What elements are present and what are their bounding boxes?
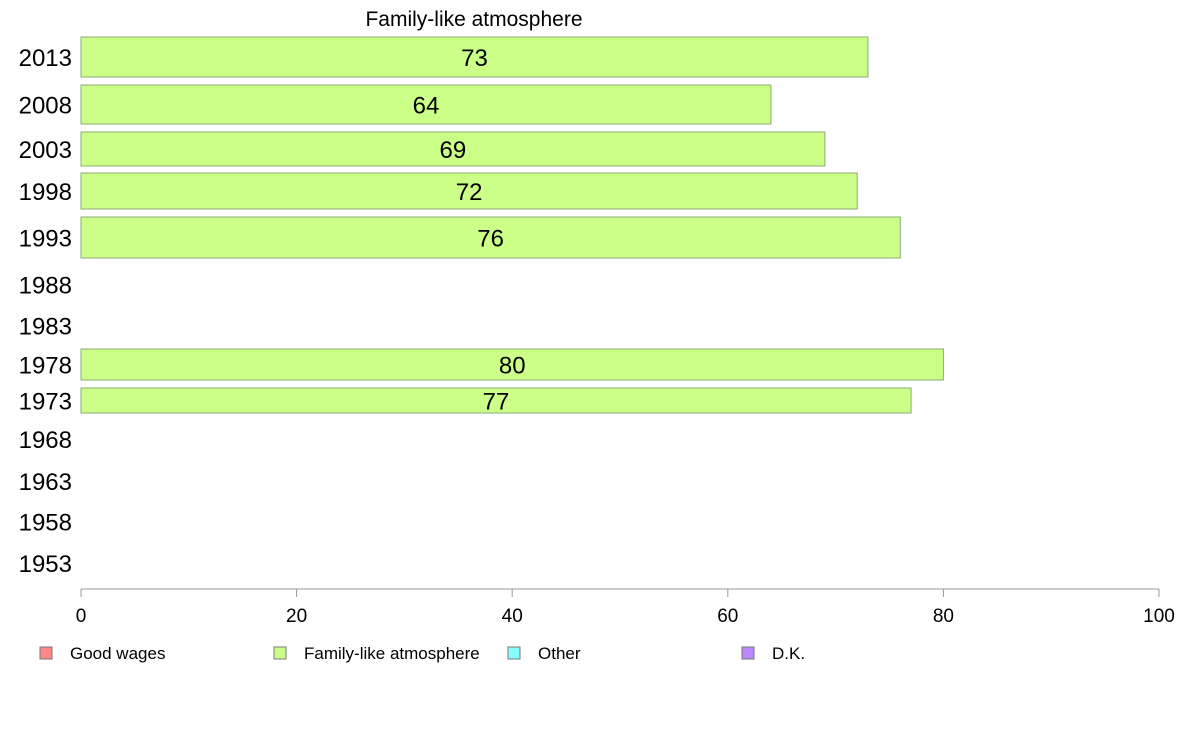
bar-value-label: 77 (483, 389, 510, 416)
y-tick-label: 1983 (19, 314, 72, 341)
x-tick-label: 60 (717, 606, 738, 627)
bar (80, 348, 944, 381)
legend-label: D.K. (772, 644, 805, 663)
x-tick-label: 40 (502, 606, 523, 627)
legend-swatch (39, 646, 53, 660)
bar-value-label: 72 (456, 179, 483, 206)
y-tick-label: 1968 (19, 427, 72, 454)
y-tick-label: 1958 (19, 510, 72, 537)
bar (80, 387, 912, 414)
y-tick-label: 1953 (19, 551, 72, 578)
y-tick-label: 1978 (19, 353, 72, 380)
bar (80, 172, 858, 210)
legend-label: Other (538, 644, 581, 663)
bar (80, 216, 901, 259)
bar (80, 84, 772, 125)
y-tick-label: 1963 (19, 469, 72, 496)
chart-title: Family-like atmosphere (365, 8, 582, 31)
legend-label: Family-like atmosphere (304, 644, 480, 663)
legend-label: Good wages (70, 644, 165, 663)
bar-value-label: 76 (477, 226, 504, 253)
bar-value-label: 73 (461, 45, 488, 72)
y-axis-labels: 2013 2008 2003 1998 1993 1988 1983 1978 1973 1968… (19, 45, 72, 578)
bar-value-label: 80 (499, 353, 526, 380)
x-tick-label: 100 (1143, 606, 1175, 627)
legend: Good wages Family-like atmosphere Other D.K… (39, 644, 805, 663)
y-tick-label: 1988 (19, 273, 72, 300)
bar-value-label: 69 (440, 137, 467, 164)
y-tick-label: 2008 (19, 93, 72, 120)
x-tick-label: 0 (76, 606, 87, 627)
y-tick-label: 1993 (19, 226, 72, 253)
y-tick-label: 1973 (19, 389, 72, 416)
bar (80, 36, 869, 78)
legend-swatch (273, 646, 287, 660)
y-tick-label: 2003 (19, 137, 72, 164)
bar (80, 131, 826, 167)
x-tick-label: 20 (286, 606, 307, 627)
legend-swatch (507, 646, 521, 660)
legend-swatch (741, 646, 755, 660)
x-tick-label: 80 (933, 606, 954, 627)
x-axis: 0 20 40 60 80 100 (76, 588, 1175, 627)
y-tick-label: 1998 (19, 179, 72, 206)
bar-value-label: 64 (413, 93, 440, 120)
y-tick-label: 2013 (19, 45, 72, 72)
